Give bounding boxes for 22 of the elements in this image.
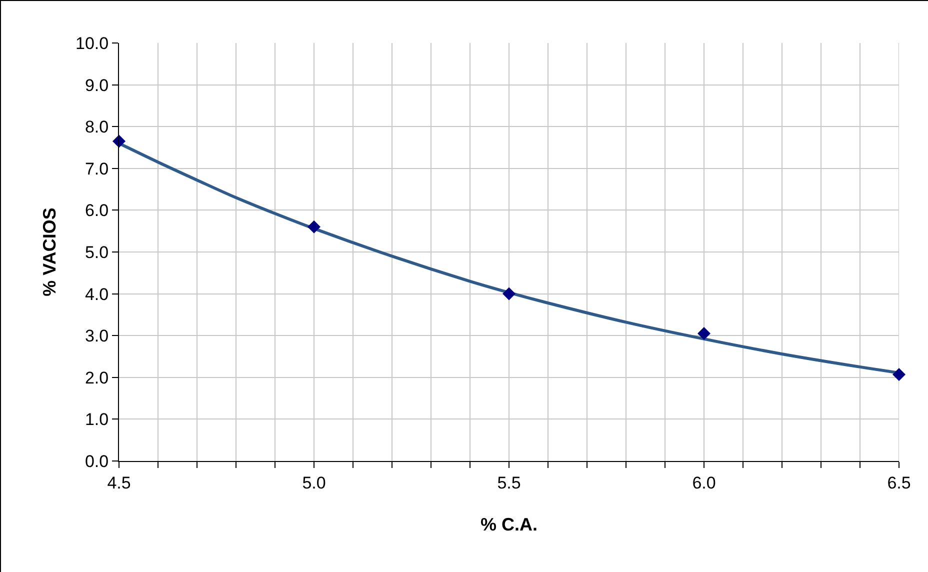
y-tick-label: 6.0 (84, 201, 109, 220)
y-tick-label: 3.0 (84, 326, 109, 346)
y-tick-label: 2.0 (84, 368, 109, 388)
y-tick-label: 8.0 (84, 118, 109, 137)
y-tick-label: 9.0 (84, 76, 109, 95)
point (308, 220, 320, 234)
y-tick-label: 5.0 (84, 242, 109, 262)
x-axis-title: % C.A. (480, 514, 538, 534)
y-tick-label: 10.0 (76, 34, 109, 53)
y-tick-label: 7.0 (84, 159, 109, 178)
y-tick-label: 1.0 (84, 410, 109, 430)
x-tick-label: 6.5 (887, 473, 911, 492)
x-tick-label: 5.0 (302, 473, 326, 492)
point (892, 368, 906, 381)
y-axis-title: % VACIOS (40, 208, 60, 296)
x-tick-label: 6.0 (692, 473, 716, 492)
y-tick-label: 4.0 (84, 284, 109, 304)
y-tick-label: 0.0 (84, 452, 109, 471)
x-tick-label: 5.5 (497, 473, 521, 492)
point (502, 287, 516, 300)
x-tick-label: 4.5 (107, 473, 131, 492)
point (698, 327, 710, 340)
